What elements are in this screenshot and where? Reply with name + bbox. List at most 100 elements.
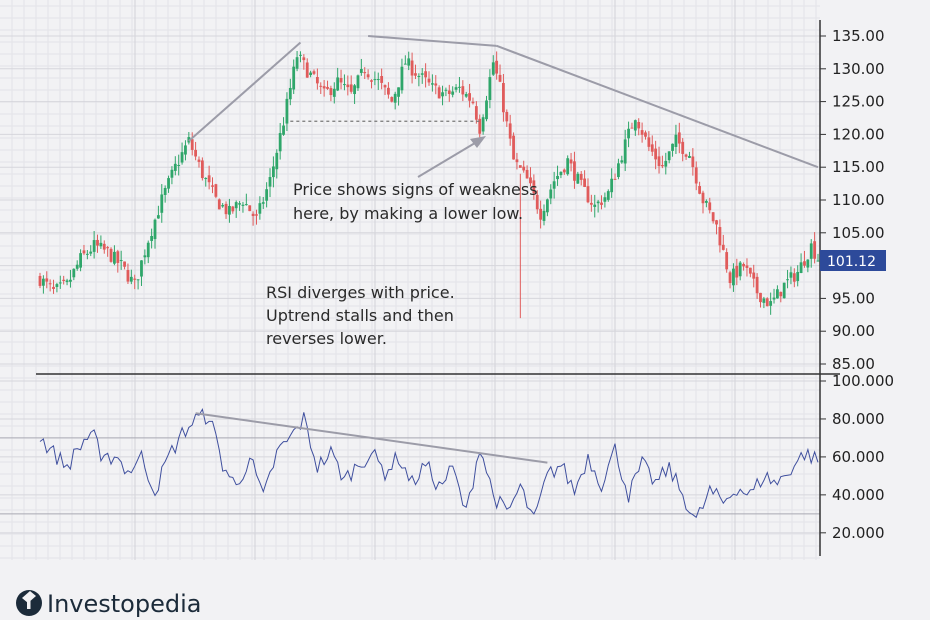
candle-body: [272, 166, 275, 178]
candle: [674, 124, 678, 154]
candle-body: [562, 169, 566, 173]
candle-body: [217, 199, 221, 210]
candle-body: [525, 169, 529, 179]
candle-body: [292, 66, 296, 90]
candle-body: [502, 82, 505, 113]
candle-body: [671, 143, 674, 151]
price-tick-label: 85.00: [832, 355, 875, 373]
candle: [430, 74, 434, 92]
candle: [498, 64, 502, 83]
candle: [400, 58, 404, 94]
candle-body: [569, 159, 573, 164]
candle: [410, 52, 414, 84]
candle: [387, 82, 390, 99]
candle: [292, 59, 296, 95]
candle: [613, 173, 617, 180]
candle-body: [55, 284, 59, 287]
candle-body: [339, 78, 343, 83]
annotation-rsi-line3: reverses lower.: [266, 329, 387, 348]
candle: [214, 183, 218, 199]
candle-body: [45, 278, 49, 282]
candle-body: [505, 111, 509, 122]
candle: [481, 114, 485, 135]
candle: [106, 245, 110, 257]
candle: [630, 122, 634, 129]
candle-body: [143, 255, 147, 258]
candle-body: [407, 58, 411, 66]
candle: [809, 239, 813, 268]
candle-body: [704, 200, 708, 203]
candle-body: [532, 180, 536, 194]
candle-body: [806, 259, 810, 268]
candle: [89, 245, 93, 257]
candle-body: [99, 242, 103, 247]
candle-body: [664, 160, 668, 167]
annotation-rsi-line2: Uptrend stalls and then: [266, 306, 454, 325]
candle-body: [786, 279, 789, 281]
candle-body: [160, 194, 164, 213]
candle-body: [755, 276, 759, 294]
candle-body: [644, 132, 647, 137]
candle: [228, 198, 231, 223]
candle-body: [349, 84, 353, 92]
candle: [45, 271, 49, 289]
candle: [637, 118, 641, 136]
candle-body: [444, 89, 448, 91]
candle-body: [109, 248, 113, 262]
candle-body: [765, 298, 769, 307]
candle: [583, 170, 586, 188]
candle: [427, 71, 431, 86]
candle-body: [708, 202, 712, 211]
candle: [627, 121, 630, 148]
candle-body: [721, 244, 725, 250]
candle: [332, 82, 336, 104]
candle-body: [119, 260, 123, 262]
candle-body: [197, 159, 201, 162]
candle: [542, 204, 546, 226]
candle-body: [545, 199, 549, 213]
candle: [468, 83, 471, 108]
candle-body: [129, 276, 133, 282]
candle-body: [674, 134, 678, 147]
candle-body: [681, 141, 685, 154]
candle: [525, 165, 529, 179]
candle: [495, 51, 499, 80]
candle: [41, 275, 45, 294]
candle-body: [522, 166, 526, 171]
candle: [708, 197, 712, 214]
candle: [508, 114, 512, 146]
price-trendline-0: [188, 41, 302, 142]
candle: [573, 151, 576, 189]
candle: [603, 192, 607, 208]
candle: [677, 122, 681, 154]
candle: [664, 152, 668, 175]
candle: [156, 205, 160, 219]
candle-body: [809, 243, 813, 259]
candle: [238, 200, 241, 211]
candle-body: [701, 192, 705, 204]
candle: [319, 82, 323, 94]
candle-body: [647, 137, 651, 147]
candle-body: [58, 282, 62, 284]
rsi-tick-label: 60.000: [832, 448, 885, 466]
candle: [356, 74, 360, 91]
rsi-trendline: [195, 412, 548, 464]
candle: [370, 79, 373, 89]
candle: [444, 87, 448, 97]
candle: [346, 75, 350, 96]
candle: [718, 219, 722, 253]
candle: [315, 68, 319, 90]
candle-body: [606, 191, 610, 200]
candle-body: [691, 156, 695, 168]
candle-body: [799, 262, 803, 274]
candle: [728, 270, 732, 289]
candle-body: [288, 87, 292, 100]
candle: [255, 209, 258, 225]
candle: [539, 200, 543, 229]
candle: [721, 234, 725, 251]
candle: [393, 91, 397, 110]
candle-body: [167, 178, 170, 189]
candle: [123, 261, 126, 270]
candle: [126, 263, 130, 284]
